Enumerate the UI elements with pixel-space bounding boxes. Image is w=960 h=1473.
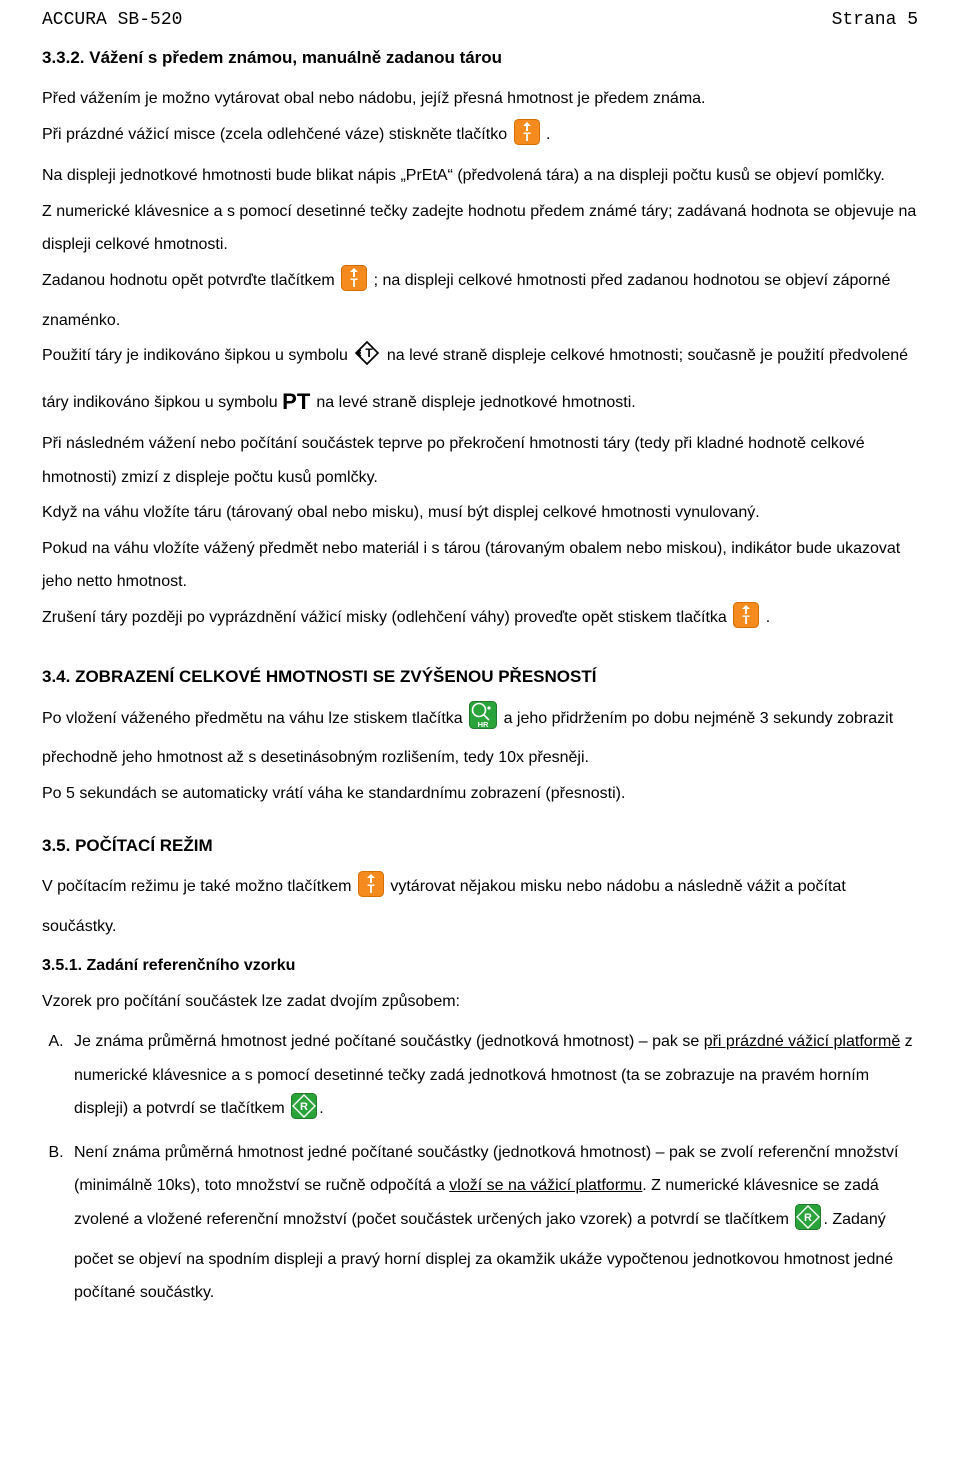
s34-p2: Po 5 sekundách se automaticky vrátí váha… [42, 777, 918, 811]
s332-p10: Zrušení táry později po vyprázdnění váži… [42, 601, 918, 641]
s332-p5: Zadanou hodnotu opět potvrďte tlačítkem … [42, 264, 918, 337]
page-header: ACCURA SB-520 Strana 5 [42, 10, 918, 30]
heading-332: 3.3.2. Vážení s předem známou, manuálně … [42, 48, 918, 68]
hr-button-icon [469, 701, 497, 742]
reference-sample-list: Je známa průměrná hmotnost jedné počítan… [42, 1025, 918, 1310]
list-item-a: Je známa průměrná hmotnost jedné počítan… [68, 1025, 918, 1132]
page-number: Strana 5 [832, 10, 918, 30]
tare-button-icon [514, 119, 540, 158]
s332-p2: Při prázdné vážicí misce (zcela odlehčen… [42, 118, 918, 158]
pt-symbol-icon: PT [282, 389, 316, 414]
section-332: 3.3.2. Vážení s předem známou, manuálně … [42, 48, 918, 641]
section-34: 3.4. ZOBRAZENÍ CELKOVÉ HMOTNOSTI SE ZVÝŠ… [42, 667, 918, 811]
tare-button-icon [358, 871, 384, 910]
s332-p1: Před vážením je možno vytárovat obal neb… [42, 82, 918, 116]
r-button-icon [795, 1204, 821, 1243]
s332-p3: Na displeji jednotkové hmotnosti bude bl… [42, 159, 918, 193]
s35-p1: V počítacím režimu je také možno tlačítk… [42, 870, 918, 943]
list-item-b: Není známa průměrná hmotnost jedné počít… [68, 1136, 918, 1310]
r-button-icon [291, 1093, 317, 1132]
s351-intro: Vzorek pro počítání součástek lze zadat … [42, 985, 918, 1019]
tare-button-icon [341, 265, 367, 304]
s332-p9: Pokud na váhu vložíte vážený předmět neb… [42, 532, 918, 599]
heading-35: 3.5. POČÍTACÍ REŽIM [42, 836, 918, 856]
s332-p6: Použití táry je indikováno šipkou u symb… [42, 339, 918, 425]
heading-351: 3.5.1. Zadání referenčního vzorku [42, 957, 918, 975]
s332-p4: Z numerické klávesnice a s pomocí deseti… [42, 195, 918, 262]
underline-text: vloží se na vážicí platformu [449, 1177, 642, 1194]
s332-p7: Při následném vážení nebo počítání součá… [42, 427, 918, 494]
tare-button-icon [733, 602, 759, 641]
tare-symbol-icon [354, 340, 380, 379]
heading-34: 3.4. ZOBRAZENÍ CELKOVÉ HMOTNOSTI SE ZVÝŠ… [42, 667, 918, 687]
underline-text: při prázdné vážicí platformě [704, 1033, 901, 1050]
s34-p1: Po vložení váženého předmětu na váhu lze… [42, 701, 918, 775]
section-35: 3.5. POČÍTACÍ REŽIM V počítacím režimu j… [42, 836, 918, 943]
section-351: 3.5.1. Zadání referenčního vzorku Vzorek… [42, 957, 918, 1309]
doc-title: ACCURA SB-520 [42, 10, 182, 30]
s332-p8: Když na váhu vložíte táru (tárovaný obal… [42, 496, 918, 530]
page: ACCURA SB-520 Strana 5 3.3.2. Vážení s p… [0, 0, 960, 1473]
